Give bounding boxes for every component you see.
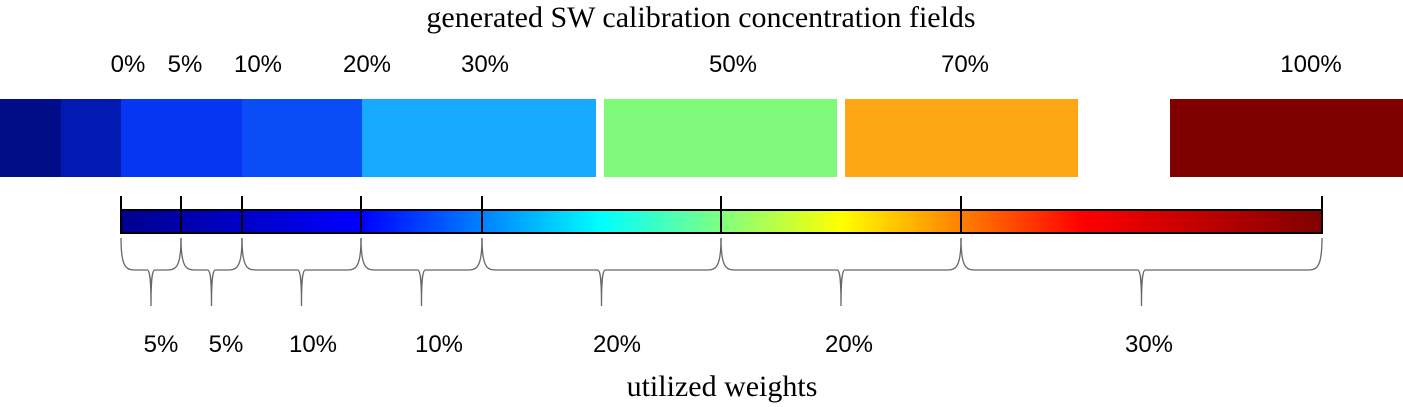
concentration-field	[604, 99, 837, 177]
concentration-field	[845, 99, 1078, 177]
field-label: 0%	[111, 51, 146, 78]
weight-brace	[120, 237, 182, 307]
field-label: 5%	[168, 51, 203, 78]
weight-brace	[960, 237, 1323, 307]
weight-label: 5%	[144, 331, 179, 358]
weight-brace	[720, 237, 962, 307]
concentration-field	[362, 99, 596, 177]
concentration-field	[0, 99, 61, 177]
field-labels: 0% 5% 10% 20% 30% 50% 70% 100%	[111, 51, 1342, 78]
weight-brace	[360, 237, 483, 307]
weight-label: 5%	[209, 331, 244, 358]
weight-label: 20%	[593, 331, 641, 358]
weight-label: 20%	[825, 331, 873, 358]
field-label: 50%	[709, 51, 757, 78]
weight-brace	[481, 237, 722, 307]
field-blocks	[0, 99, 1403, 177]
weight-label: 10%	[289, 331, 337, 358]
concentration-field	[61, 99, 121, 177]
field-label: 20%	[343, 51, 391, 78]
weight-label: 30%	[1125, 331, 1173, 358]
field-label: 70%	[941, 51, 989, 78]
colormap-ticks	[120, 196, 1323, 233]
weight-brace	[180, 237, 243, 307]
field-label: 100%	[1280, 51, 1341, 78]
concentration-field	[242, 99, 362, 177]
field-label: 30%	[461, 51, 509, 78]
concentration-field	[1170, 99, 1403, 177]
weight-labels: 5% 5% 10% 10% 20% 20% 30%	[144, 331, 1173, 358]
field-label: 10%	[234, 51, 282, 78]
concentration-field	[121, 99, 242, 177]
weight-braces	[120, 237, 1323, 307]
weight-label: 10%	[415, 331, 463, 358]
weight-brace	[241, 237, 362, 307]
bottom-title: utilized weights	[627, 370, 818, 403]
top-title: generated SW calibration concentration f…	[426, 1, 975, 34]
